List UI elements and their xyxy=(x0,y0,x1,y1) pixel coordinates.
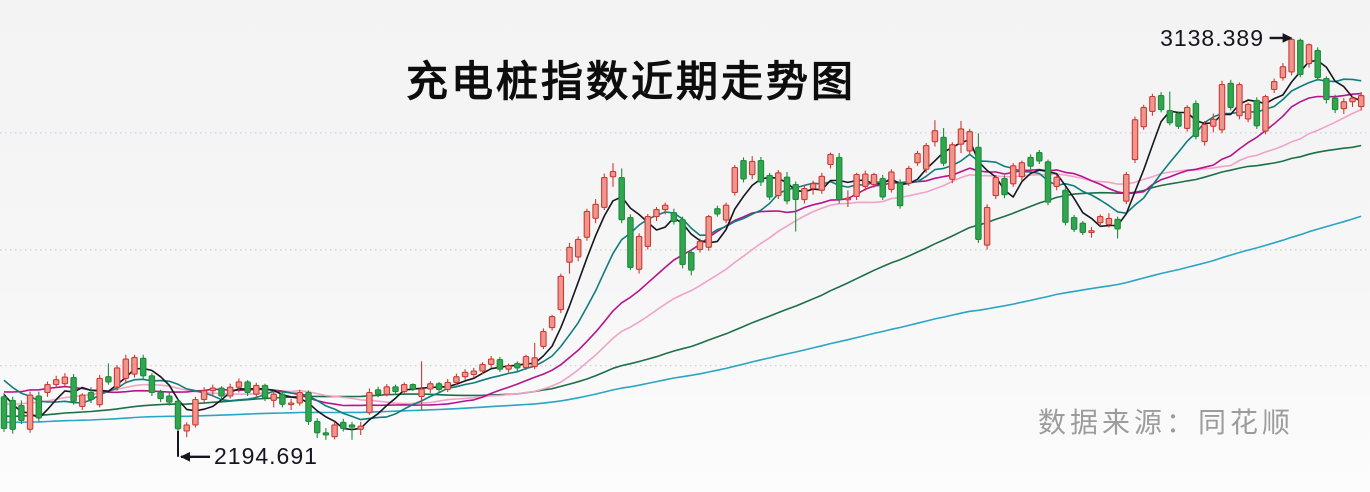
chart-title: 充电桩指数近期走势图 xyxy=(405,58,856,105)
high-price-annotation: 3138.389 xyxy=(1160,25,1264,51)
data-source-label: 数据来源：同花顺 xyxy=(1038,407,1295,438)
low-price-annotation: 2194.691 xyxy=(214,443,318,469)
